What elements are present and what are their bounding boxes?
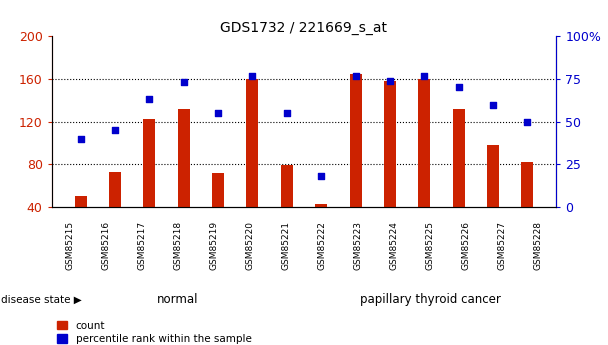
Bar: [143, 119, 156, 207]
Text: GSM85215: GSM85215: [65, 221, 74, 270]
Bar: [350, 73, 362, 207]
Text: GSM85216: GSM85216: [102, 221, 110, 270]
Point: [110, 127, 120, 133]
Text: GSM85218: GSM85218: [173, 221, 182, 270]
Point: [454, 85, 463, 90]
Text: GSM85217: GSM85217: [137, 221, 147, 270]
Bar: [487, 145, 499, 207]
Bar: [418, 79, 430, 207]
Bar: [75, 196, 87, 207]
Text: GSM85227: GSM85227: [498, 221, 506, 270]
Text: normal: normal: [157, 293, 199, 306]
Point: [385, 78, 395, 83]
Bar: [246, 79, 258, 207]
Point: [76, 136, 86, 141]
Title: GDS1732 / 221669_s_at: GDS1732 / 221669_s_at: [221, 21, 387, 35]
Text: disease state ▶: disease state ▶: [1, 294, 81, 304]
Point: [522, 119, 532, 124]
Point: [213, 110, 223, 116]
Point: [488, 102, 498, 107]
Bar: [521, 162, 533, 207]
Text: GSM85222: GSM85222: [317, 221, 326, 270]
Bar: [212, 173, 224, 207]
Text: GSM85219: GSM85219: [209, 221, 218, 270]
Bar: [315, 204, 327, 207]
Text: GSM85221: GSM85221: [282, 221, 291, 270]
Point: [179, 80, 188, 85]
Text: GSM85223: GSM85223: [354, 221, 362, 270]
Bar: [281, 165, 293, 207]
Bar: [452, 109, 465, 207]
Text: papillary thyroid cancer: papillary thyroid cancer: [360, 293, 500, 306]
Bar: [109, 172, 121, 207]
Text: GSM85224: GSM85224: [390, 221, 399, 270]
Point: [145, 97, 154, 102]
Bar: [178, 109, 190, 207]
Legend: count, percentile rank within the sample: count, percentile rank within the sample: [57, 321, 252, 344]
Point: [282, 110, 292, 116]
Text: GSM85226: GSM85226: [461, 221, 471, 270]
Point: [316, 174, 326, 179]
Bar: [384, 81, 396, 207]
Point: [420, 73, 429, 78]
Text: GSM85225: GSM85225: [426, 221, 435, 270]
Point: [351, 73, 361, 78]
Text: GSM85228: GSM85228: [534, 221, 543, 270]
Point: [247, 73, 257, 78]
Text: GSM85220: GSM85220: [246, 221, 254, 270]
